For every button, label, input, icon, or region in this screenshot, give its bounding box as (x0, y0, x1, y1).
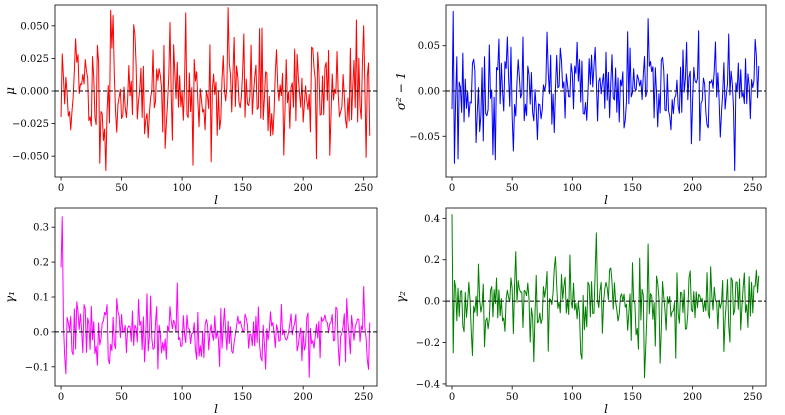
x-tick-label: 150 (233, 183, 252, 194)
x-tick-label: 250 (354, 183, 373, 194)
series-line-4 (451, 214, 760, 379)
x-tick-label: 50 (115, 183, 128, 194)
y-tick-label: −0.2 (416, 338, 440, 349)
y-tick-label: 0.0 (424, 297, 440, 308)
x-tick-label: 150 (623, 392, 642, 403)
x-tick-label: 100 (563, 183, 582, 194)
y-tick-label: 0.2 (424, 255, 440, 266)
axes-frame (54, 207, 378, 387)
x-tick-label: 150 (233, 392, 252, 403)
y-tick-label: 0.3 (33, 223, 49, 234)
series-line-1 (60, 7, 371, 171)
y-tick-label: 0.025 (20, 54, 49, 65)
x-tick-label: 0 (58, 183, 64, 194)
axes-frame (445, 207, 767, 387)
y-tick-label: −0.025 (12, 119, 49, 130)
series-line-3 (60, 216, 371, 378)
y-tick-label: 0.1 (33, 293, 49, 304)
series-line-2 (451, 10, 760, 172)
x-tick-label: 0 (449, 183, 455, 194)
x-tick-label: 0 (449, 392, 455, 403)
x-tick-label: 50 (506, 183, 519, 194)
x-axis-label: l (604, 193, 608, 207)
x-tick-label: 0 (58, 392, 64, 403)
y-tick-label: 0.4 (424, 214, 440, 225)
y-tick-label: 0.2 (33, 258, 49, 269)
panel-2: 0 50 100 150 200 250 −0.05 0.00 0.05 l σ² − 1 (394, 4, 767, 207)
x-axis-label: l (214, 193, 218, 207)
x-axis-label: l (214, 402, 218, 415)
y-tick-label: −0.050 (12, 152, 49, 163)
panel-3: 0 50 100 150 200 250 −0.1 0.0 0.1 0.2 0.3 l γ₁ (3, 207, 378, 415)
x-tick-label: 100 (173, 183, 192, 194)
x-tick-label: 250 (354, 392, 373, 403)
y-tick-label: 0.05 (418, 41, 440, 52)
panel-1: 0 50 100 150 200 250 −0.050 −0.025 0.000 0.025 0.0… (3, 4, 378, 207)
y-tick-label: 0.000 (20, 87, 49, 98)
y-tick-label: 0.050 (20, 21, 49, 32)
y-axis-label: σ² − 1 (394, 72, 408, 110)
x-tick-label: 150 (623, 183, 642, 194)
y-tick-label: −0.4 (416, 379, 440, 390)
x-tick-label: 50 (506, 392, 519, 403)
x-tick-label: 200 (294, 183, 313, 194)
y-tick-label: 0.0 (33, 327, 49, 338)
y-tick-label: −0.05 (409, 132, 440, 143)
x-tick-label: 200 (294, 392, 313, 403)
y-tick-label: 0.00 (418, 87, 440, 98)
y-axis-label: γ₁ (3, 291, 17, 303)
x-tick-label: 50 (115, 392, 128, 403)
x-tick-label: 250 (743, 392, 762, 403)
x-tick-label: 200 (683, 183, 702, 194)
y-axis-label: γ₂ (394, 291, 408, 303)
y-tick-label: −0.1 (25, 362, 49, 373)
panel-4: 0 50 100 150 200 250 −0.4 −0.2 0.0 0.2 0.4 l γ₂ (394, 207, 767, 415)
x-tick-label: 100 (563, 392, 582, 403)
x-tick-label: 250 (743, 183, 762, 194)
x-tick-label: 200 (683, 392, 702, 403)
y-axis-label: μ (3, 87, 17, 95)
x-axis-label: l (604, 402, 608, 415)
x-tick-label: 100 (173, 392, 192, 403)
